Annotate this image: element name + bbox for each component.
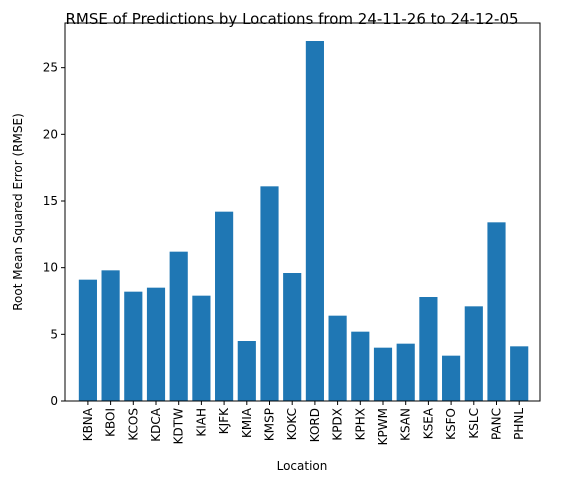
bar-kphx (351, 331, 370, 401)
chart-title: RMSE of Predictions by Locations from 24… (65, 10, 518, 28)
x-tick-label-ksea: KSEA (421, 407, 435, 439)
x-tick-label-kdtw: KDTW (172, 408, 186, 444)
bar-kcos (124, 291, 143, 401)
bar-kpdx (328, 315, 347, 401)
y-tick-label-15: 15 (43, 194, 58, 208)
y-tick-label-0: 0 (50, 394, 58, 408)
x-tick-label-kjfk: KJFK (217, 407, 231, 434)
bar-kdtw (169, 251, 188, 401)
bar-phnl (510, 346, 529, 401)
y-tick-label-5: 5 (50, 327, 58, 341)
bar-kboi (101, 270, 120, 401)
bar-kbna (78, 279, 97, 401)
plot-frame (64, 22, 541, 402)
y-axis: 0 5 10 15 20 25 (43, 61, 65, 408)
x-tick-label-kokc: KOKC (285, 408, 299, 440)
x-tick-label-ksfo: KSFO (444, 408, 458, 440)
bar-ksfo (442, 355, 461, 401)
bar-kpwm (373, 347, 393, 401)
x-tick-label-kiah: KIAH (194, 408, 208, 437)
bar-kokc (283, 273, 302, 401)
x-tick-label-phnl: PHNL (512, 408, 526, 440)
bar-kslc (464, 306, 483, 401)
bar-kord (305, 41, 324, 401)
x-tick-label-kphx: KPHX (353, 408, 367, 440)
y-axis-label: Root Mean Squared Error (RMSE) (11, 113, 25, 311)
x-axis: KBNA KBOI KCOS KDCA KDTW KIAH KJFK KMIA KMSP KOKC… (81, 401, 526, 445)
x-tick-label-kdca: KDCA (149, 407, 163, 441)
x-tick-label-kpdx: KPDX (331, 408, 345, 441)
bar-kmsp (260, 186, 279, 401)
x-tick-label-kbna: KBNA (81, 407, 95, 441)
bars (78, 41, 529, 401)
x-tick-label-kslc: KSLC (467, 408, 481, 439)
bar-kdca (146, 287, 166, 401)
x-axis-label: Location (277, 459, 328, 473)
x-tick-label-kmia: KMIA (240, 407, 254, 438)
bar-kjfk (215, 211, 234, 401)
y-tick-label-10: 10 (43, 261, 58, 275)
bar-panc (487, 222, 506, 401)
bar-ksea (419, 297, 438, 401)
x-tick-label-kord: KORD (308, 408, 322, 442)
bar-kmia (237, 341, 256, 401)
bar-ksan (396, 343, 415, 401)
bar-kiah (192, 295, 211, 401)
x-tick-label-panc: PANC (490, 408, 504, 440)
x-tick-label-kpwm: KPWM (376, 408, 390, 445)
y-tick-label-25: 25 (43, 61, 58, 75)
x-tick-label-kcos: KCOS (126, 408, 140, 441)
y-tick-label-20: 20 (43, 127, 58, 141)
x-tick-label-ksan: KSAN (399, 408, 413, 441)
x-tick-label-kmsp: KMSP (263, 408, 277, 441)
x-tick-label-kboi: KBOI (104, 408, 118, 437)
